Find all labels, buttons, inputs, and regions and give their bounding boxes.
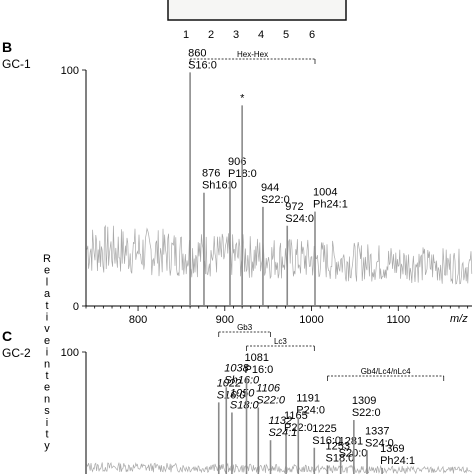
y-axis-label-letter: R bbox=[43, 253, 51, 265]
peak-label: Ph24:1 bbox=[380, 455, 415, 467]
y-axis-label-letter: e bbox=[44, 265, 50, 277]
panel-b-x-label: m/z bbox=[450, 313, 468, 325]
panel-b-trace bbox=[86, 224, 473, 285]
peak-label: S24:0 bbox=[285, 213, 314, 225]
y-axis-label-letter: t bbox=[45, 429, 48, 441]
bracket-label: Lc3 bbox=[274, 337, 287, 346]
y-axis-label-letter: t bbox=[45, 370, 48, 382]
y-axis-label-letter: i bbox=[46, 417, 48, 429]
peak-label: * bbox=[240, 92, 245, 104]
peak-label: 1369 bbox=[380, 443, 404, 455]
gel-lane-label: 5 bbox=[283, 29, 289, 41]
x-tick-label: 1100 bbox=[386, 314, 410, 326]
y-axis-label-letter: n bbox=[44, 393, 50, 405]
peak-label: S20:0 bbox=[339, 447, 368, 459]
gel-image bbox=[167, 0, 347, 21]
spectrum-noise-trace bbox=[86, 461, 473, 474]
bracket-label: Gb3 bbox=[237, 323, 253, 332]
peak-label: S16:0 bbox=[217, 389, 247, 401]
x-tick-label: 1000 bbox=[299, 314, 323, 326]
lane-labels: 1 2 3 4 5 6 bbox=[183, 29, 315, 41]
y-axis-label-letter: e bbox=[44, 382, 50, 394]
y-axis-label-letter: y bbox=[44, 440, 50, 452]
peak-label: 1081 bbox=[245, 352, 269, 364]
peak-label: 972 bbox=[285, 201, 303, 213]
peak-label: 1337 bbox=[365, 425, 389, 437]
peak-label: 860 bbox=[188, 47, 206, 59]
gel-lane-label: 1 bbox=[183, 29, 189, 41]
gel-panel: 1 2 3 4 5 6 bbox=[167, 0, 347, 41]
gel-lane-label: 3 bbox=[233, 29, 239, 41]
peak-label: 1132 bbox=[269, 415, 293, 427]
x-tick-label: 900 bbox=[216, 314, 234, 326]
panel-c-peaks: 1022S16:01038Sh16:01050S18:01081P16:0110… bbox=[217, 323, 445, 474]
peak-label: 1225 bbox=[312, 423, 336, 435]
panel-c: C GC-2 100 1022S16:01038Sh16:01050S18:01… bbox=[2, 323, 473, 474]
y-axis-label-letter: e bbox=[44, 335, 50, 347]
gel-lane-label: 4 bbox=[258, 29, 264, 41]
peak-label: S22:0 bbox=[352, 407, 381, 419]
y-axis-label-letter: n bbox=[44, 358, 50, 370]
y-axis-label-letter: i bbox=[46, 312, 48, 324]
bracket-label: Gb4/Lc4/nLc4 bbox=[361, 367, 411, 376]
peak-label: 1191 bbox=[296, 393, 320, 405]
y-axis-label-letter: t bbox=[45, 300, 48, 312]
peak-label: 906 bbox=[228, 156, 246, 168]
y-tick-label: 0 bbox=[73, 301, 79, 313]
peak-label: 944 bbox=[261, 182, 279, 194]
peak-label: 1038 bbox=[224, 362, 249, 374]
peak-label: 1309 bbox=[352, 395, 376, 407]
panel-b-letter: B bbox=[2, 39, 12, 55]
peak-label: 1050 bbox=[230, 387, 255, 399]
panel-b-axes: 800 900 1000 1100 0 100 bbox=[61, 65, 472, 326]
peak-label: S24:0 bbox=[365, 437, 394, 449]
x-tick-label: 800 bbox=[129, 314, 147, 326]
peak-label: S16:0 bbox=[188, 59, 217, 71]
peak-label: 876 bbox=[202, 168, 220, 180]
y-axis-label-letter: i bbox=[46, 347, 48, 359]
y-axis-label-letter: l bbox=[46, 276, 48, 288]
peak-label: S16:0 bbox=[312, 435, 341, 447]
y-tick-label: 100 bbox=[61, 347, 79, 359]
panel-c-axes: 100 bbox=[61, 347, 87, 474]
gel-lane-label: 2 bbox=[208, 29, 214, 41]
y-axis-label-letter: v bbox=[44, 323, 50, 335]
y-axis-label-letter: s bbox=[44, 405, 50, 417]
panel-c-trace bbox=[86, 461, 473, 474]
bracket-label: Hex-Hex bbox=[237, 50, 268, 59]
peak-label: 1253 bbox=[325, 440, 349, 452]
panel-b-sample: GC-1 bbox=[2, 57, 31, 71]
y-axis-label-letter: a bbox=[44, 288, 51, 300]
peak-label: P24:0 bbox=[296, 405, 325, 417]
peak-label: 1165 bbox=[284, 410, 308, 422]
peak-label: 1106 bbox=[256, 382, 281, 394]
peak-label: P16:0 bbox=[245, 364, 274, 376]
panel-b-peaks: 860S16:0876Sh16:0906P18:0*944S22:0972S24… bbox=[188, 47, 348, 305]
panel-c-letter: C bbox=[2, 328, 12, 344]
peak-label: Sh16:0 bbox=[202, 180, 237, 192]
y-tick-label: 100 bbox=[61, 65, 79, 77]
peak-label: S18:0 bbox=[230, 399, 260, 411]
peak-label: 1004 bbox=[313, 187, 337, 199]
gel-lane-label: 6 bbox=[309, 29, 315, 41]
peak-label: S18:0 bbox=[325, 452, 354, 464]
peak-label: S24:1 bbox=[269, 427, 298, 439]
peak-label: 1022 bbox=[217, 377, 241, 389]
peak-label: Ph24:1 bbox=[313, 199, 348, 211]
spectrum-noise-trace bbox=[86, 224, 473, 285]
panel-c-sample: GC-2 bbox=[2, 346, 31, 360]
peak-label: 1281 bbox=[339, 435, 363, 447]
peak-label: Sh16:0 bbox=[224, 374, 260, 386]
peak-label: S22:0 bbox=[261, 194, 290, 206]
peak-label: S22:0 bbox=[256, 394, 286, 406]
